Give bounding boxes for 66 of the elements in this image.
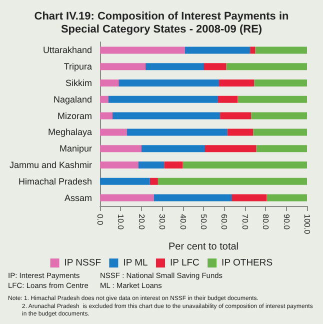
bar xyxy=(204,63,226,70)
bar xyxy=(112,112,220,120)
bar xyxy=(138,162,164,168)
bar xyxy=(150,178,158,185)
bar xyxy=(100,145,142,152)
bar xyxy=(218,96,238,103)
bar xyxy=(100,80,119,86)
chart-title: Chart IV.19: Composition of Interest Payments in Special Category States - 2008-09 (RE) xyxy=(34,10,290,36)
x-tick-label: 40.0 xyxy=(178,214,188,230)
bar xyxy=(100,178,150,185)
y-tick-label: Himachal Pradesh xyxy=(18,176,92,186)
bar xyxy=(141,145,205,152)
x-tick-label: 0.0 xyxy=(96,214,104,226)
bar xyxy=(238,96,307,103)
bar xyxy=(108,96,218,103)
bar xyxy=(164,162,183,168)
bar xyxy=(231,194,267,202)
legend-label: IP OTHERS xyxy=(222,258,273,268)
y-tick-label: Mizoram xyxy=(57,110,92,121)
bar xyxy=(100,194,154,202)
y-tick-label: Meghalaya xyxy=(48,127,92,138)
bar xyxy=(255,46,307,54)
y-tick-label: Manipur xyxy=(59,144,92,154)
bar xyxy=(227,128,254,136)
y-tick-label: Nagaland xyxy=(53,94,92,104)
y-tick-label: Assam xyxy=(64,192,92,203)
x-tick-label: 10.0 xyxy=(116,214,126,230)
bar xyxy=(254,80,307,86)
bar xyxy=(100,96,108,103)
bar xyxy=(220,112,252,120)
bar xyxy=(250,46,256,54)
x-tick-label: 90.0 xyxy=(282,214,291,230)
bar xyxy=(146,63,204,70)
legend-label: IP ML xyxy=(123,258,148,268)
x-tick-label: 20.0 xyxy=(136,214,146,230)
bar xyxy=(158,178,307,185)
bar xyxy=(100,162,138,168)
x-tick-label: 60.0 xyxy=(220,214,229,230)
bar xyxy=(204,145,256,152)
y-tick-label: Tripura xyxy=(64,62,92,72)
bar xyxy=(100,112,112,120)
bar xyxy=(118,80,220,86)
bar xyxy=(266,194,307,202)
bar xyxy=(182,162,307,168)
bar xyxy=(251,112,307,120)
legend-label: IP NSSF xyxy=(64,258,102,268)
bar xyxy=(226,63,307,70)
bar xyxy=(219,80,254,86)
bar xyxy=(100,128,127,136)
bar xyxy=(154,194,232,202)
bar xyxy=(184,46,250,54)
x-tick-label: 100.0 xyxy=(302,214,312,235)
x-tick-label: 70.0 xyxy=(240,214,250,230)
x-tick-label: 50.0 xyxy=(199,214,208,230)
y-tick-label: Uttarakhand xyxy=(42,45,92,56)
y-tick-label: Sikkim xyxy=(66,78,92,88)
y-tick-label: Jammu and Kashmir xyxy=(9,160,92,170)
bar xyxy=(256,145,307,152)
bar xyxy=(100,46,185,54)
bar xyxy=(253,128,307,136)
legend-label: IP LFC xyxy=(170,258,200,268)
x-tick-label: 80.0 xyxy=(261,214,270,230)
bar xyxy=(126,128,228,136)
x-tick-label: 30.0 xyxy=(158,214,167,230)
x-axis-title: Per cent to total xyxy=(168,241,239,252)
bar xyxy=(100,63,146,70)
